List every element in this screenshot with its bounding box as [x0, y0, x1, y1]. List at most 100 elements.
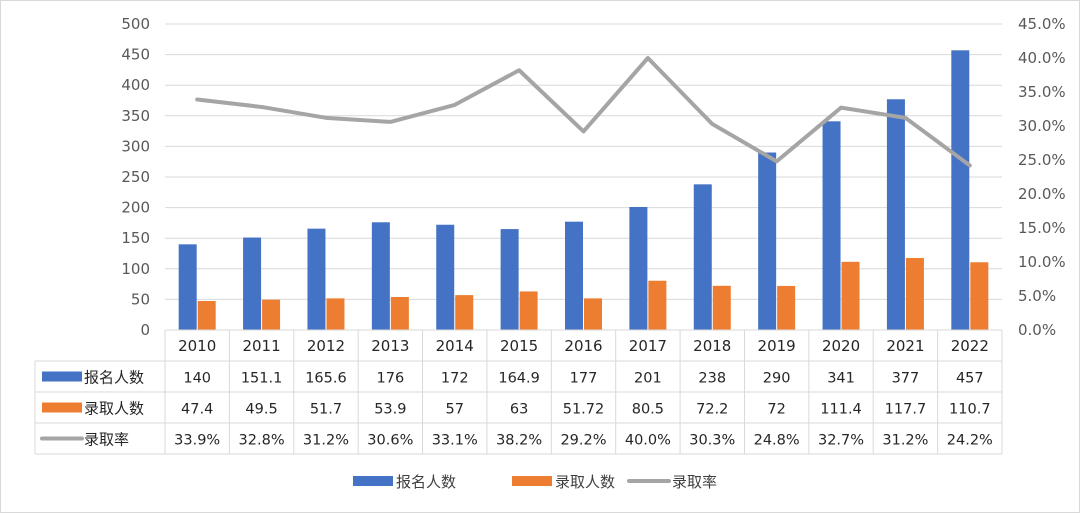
table-cell: 72.2 — [696, 402, 728, 418]
bar-luqu — [584, 298, 602, 330]
table-cell: 238 — [698, 371, 726, 387]
bar-baoming — [758, 152, 777, 330]
table-cell: 63 — [510, 402, 528, 418]
y-left-tick-label: 500 — [121, 15, 150, 33]
bar-luqu — [841, 261, 860, 330]
category-label: 2017 — [629, 337, 667, 355]
table-cell: 341 — [827, 371, 855, 387]
bar-luqu — [970, 262, 989, 330]
category-label: 2012 — [307, 337, 345, 355]
category-label: 2022 — [951, 337, 989, 355]
y-right-tick-label: 0.0% — [1018, 321, 1056, 339]
table-row-label: 录取率 — [84, 431, 129, 449]
bar-luqu — [648, 280, 667, 330]
y-right-tick-label: 30.0% — [1018, 117, 1066, 135]
bar-luqu — [519, 291, 538, 330]
legend-label: 报名人数 — [396, 473, 456, 491]
table-cell: 110.7 — [949, 402, 991, 418]
bar-luqu — [197, 300, 216, 330]
bar-luqu — [390, 297, 409, 330]
bar-baoming — [693, 184, 712, 330]
bar-luqu — [455, 295, 474, 330]
y-left-tick-label: 250 — [121, 168, 150, 186]
table-cell: 164.9 — [498, 371, 540, 387]
y-left-tick-label: 300 — [121, 137, 150, 155]
table-cell: 30.3% — [689, 433, 735, 449]
table-cell: 24.2% — [947, 433, 993, 449]
y-right-tick-label: 15.0% — [1018, 219, 1066, 237]
table-cell: 72 — [767, 402, 785, 418]
rate-line — [195, 56, 972, 168]
table-cell: 31.2% — [303, 433, 349, 449]
y-right-tick-label: 5.0% — [1018, 287, 1056, 305]
table-cell: 377 — [892, 371, 920, 387]
bar-baoming — [951, 50, 970, 330]
bar-baoming — [886, 99, 905, 330]
y-left-tick-label: 50 — [131, 290, 150, 308]
y-left-tick-label: 450 — [121, 46, 150, 64]
table-cell: 57 — [446, 402, 464, 418]
legend: 报名人数 录取人数 录取率 — [353, 473, 717, 491]
y-right-tick-label: 40.0% — [1018, 49, 1066, 67]
table-row-label: 录取人数 — [84, 400, 144, 418]
table-cell: 117.7 — [885, 402, 927, 418]
y-left-tick-label: 200 — [121, 199, 150, 217]
bar-baoming — [243, 237, 262, 330]
table-cell: 111.4 — [820, 402, 862, 418]
table-cell: 80.5 — [632, 402, 664, 418]
bar-baoming — [178, 244, 197, 330]
y-left-tick-label: 0 — [140, 321, 150, 339]
table-cell: 53.9 — [374, 402, 406, 418]
bar-baoming — [822, 121, 841, 330]
table-cell: 201 — [634, 371, 662, 387]
table-cell: 165.6 — [305, 371, 347, 387]
category-label: 2016 — [564, 337, 602, 355]
axes: 0 50 100 150 200 250 300 350 400 450 500 0.0% 5.0% 10… — [121, 15, 1065, 339]
category-label: 2013 — [371, 337, 409, 355]
bar-baoming — [565, 221, 583, 330]
category-label: 2021 — [886, 337, 924, 355]
table-cell: 172 — [441, 371, 469, 387]
bars — [178, 50, 989, 330]
bar-baoming — [436, 224, 455, 330]
y-right-tick-label: 10.0% — [1018, 253, 1066, 271]
table-cell: 33.1% — [432, 433, 478, 449]
bar-luqu — [777, 285, 796, 330]
y-left-tick-label: 100 — [121, 260, 150, 278]
bar-luqu — [712, 285, 731, 330]
category-label: 2010 — [178, 337, 216, 355]
table-cell: 24.8% — [754, 433, 800, 449]
table-cell: 49.5 — [245, 402, 277, 418]
bar-baoming — [629, 206, 648, 330]
table-key-luqu — [42, 402, 82, 413]
y-left-tick-label: 150 — [121, 229, 150, 247]
legend-label: 录取人数 — [555, 473, 615, 491]
category-label: 2015 — [500, 337, 538, 355]
gridlines — [165, 23, 1002, 300]
y-right-tick-label: 20.0% — [1018, 185, 1066, 203]
table-cell: 29.2% — [560, 433, 606, 449]
table-cell: 38.2% — [496, 433, 542, 449]
bar-luqu — [262, 299, 281, 330]
category-label: 2014 — [436, 337, 474, 355]
table-cell: 40.0% — [625, 433, 671, 449]
legend-key — [512, 476, 552, 486]
data-table: 2010 2011 2012 2013 2014 2015 2016 2017 2018 2019… — [34, 329, 1003, 455]
table-cell: 33.9% — [174, 433, 220, 449]
table-cell: 151.1 — [241, 371, 283, 387]
category-label: 2018 — [693, 337, 731, 355]
table-cell: 290 — [763, 371, 791, 387]
y-right-tick-label: 25.0% — [1018, 151, 1066, 169]
table-cell: 51.72 — [563, 402, 605, 418]
category-label: 2020 — [822, 337, 860, 355]
table-cell: 32.7% — [818, 433, 864, 449]
table-key-baoming — [42, 371, 82, 382]
y-left-tick-label: 400 — [121, 76, 150, 94]
table-cell: 51.7 — [310, 402, 342, 418]
bar-baoming — [371, 222, 390, 330]
table-cell: 177 — [570, 371, 598, 387]
bar-luqu — [326, 298, 345, 330]
bar-luqu — [905, 257, 924, 330]
